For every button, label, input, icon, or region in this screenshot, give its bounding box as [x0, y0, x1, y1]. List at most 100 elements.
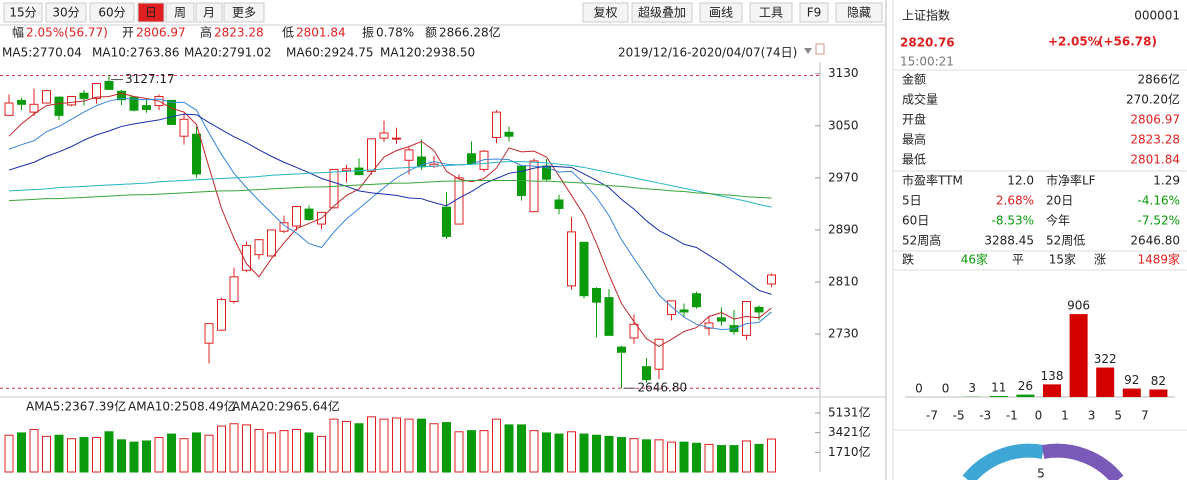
row-label: 成交量	[902, 92, 938, 107]
candle-body	[392, 137, 401, 140]
bar	[1043, 384, 1061, 397]
period-button[interactable]	[45, 2, 87, 23]
tool-button[interactable]	[631, 2, 693, 23]
volume-bar	[692, 442, 701, 473]
candle-body	[279, 222, 289, 232]
volume-bar	[242, 424, 251, 473]
volume-bar	[517, 424, 526, 473]
candle-body	[167, 99, 176, 125]
candle-body	[129, 96, 139, 111]
candle-body	[179, 118, 189, 137]
y-tick-label: 3421亿	[828, 424, 871, 439]
info-value: 2.05%(56.77)	[26, 26, 108, 40]
lock-icon[interactable]	[815, 43, 825, 55]
dropdown-icon[interactable]	[804, 48, 812, 54]
period-button[interactable]	[3, 2, 43, 23]
volume-bar	[592, 434, 601, 473]
volume-bar	[4, 434, 14, 473]
tool-button[interactable]	[699, 2, 743, 23]
change-pct: +2.05%	[1048, 35, 1100, 49]
volume-bar	[329, 418, 339, 473]
bar	[1122, 388, 1141, 397]
volume-bar	[117, 439, 126, 473]
candle-body	[667, 300, 676, 316]
volume-bar	[342, 420, 351, 473]
candle-body	[567, 231, 576, 287]
volume-bar	[579, 433, 589, 473]
candle-body	[229, 276, 239, 303]
candle-body	[204, 323, 214, 344]
period-button[interactable]	[223, 2, 265, 23]
candle-body	[579, 241, 589, 297]
tool-button[interactable]	[582, 2, 629, 23]
candle-body	[54, 96, 64, 116]
stat-value: 3288.45	[984, 234, 1034, 248]
volume-bar	[679, 441, 689, 473]
tool-button[interactable]	[835, 2, 883, 23]
volume-bar	[479, 430, 489, 473]
volume-bar	[179, 438, 189, 473]
period-button[interactable]	[137, 2, 165, 23]
candle-body	[354, 167, 364, 176]
volume-bar	[279, 430, 289, 473]
volume-bar	[267, 432, 276, 473]
value-label: 3	[968, 381, 976, 395]
tool-label: 隐藏	[847, 6, 871, 20]
tool-label: 工具	[759, 6, 783, 20]
row-label: 金额	[902, 72, 926, 87]
bar	[1016, 394, 1035, 397]
x-tick-label: -5	[953, 409, 965, 423]
candle-body	[67, 95, 76, 106]
candle-body	[642, 366, 651, 381]
info-label: 额	[425, 26, 437, 40]
candle-body	[617, 346, 626, 353]
x-tick-label: -1	[1006, 409, 1018, 423]
volume-bar	[67, 438, 76, 473]
candle-body	[454, 177, 464, 225]
y-tick-label: 2970	[828, 170, 859, 184]
x-tick-label: -3	[979, 409, 991, 423]
tool-button[interactable]	[799, 2, 829, 23]
period-label: 周	[174, 6, 186, 20]
period-label: 日	[145, 6, 157, 20]
row-value: 2801.84	[1130, 153, 1180, 167]
value-label: 138	[1041, 369, 1064, 383]
value-label: 82	[1151, 374, 1166, 388]
info-value: 2801.84	[296, 26, 346, 40]
stat-label: 5日	[902, 194, 922, 208]
volume-bar	[142, 440, 151, 473]
breadth: 1489家	[1137, 252, 1180, 267]
candle-body	[217, 299, 226, 331]
ma-line	[8, 92, 772, 348]
volume-bar	[154, 437, 164, 473]
candle-body	[379, 132, 389, 139]
candle-body	[242, 245, 251, 271]
value-label: 0	[942, 382, 950, 396]
period-button[interactable]	[165, 2, 195, 23]
candle-body	[529, 160, 539, 213]
ma-line	[8, 97, 772, 331]
volume-bar	[667, 441, 676, 473]
period-button[interactable]	[195, 2, 223, 23]
tool-label: 复权	[593, 6, 617, 20]
volume-legend: AMA10:2508.49亿	[128, 399, 236, 414]
breadth: 跌	[902, 252, 914, 267]
gauge-label: 5	[1037, 467, 1045, 480]
volume-bar	[192, 432, 201, 473]
row-value: 2806.97	[1130, 113, 1180, 127]
legend-entry: MA120:2938.50	[380, 46, 475, 60]
tool-button[interactable]	[749, 2, 793, 23]
row-label: 开盘	[902, 112, 926, 127]
bar	[1149, 389, 1168, 397]
volume-bar	[454, 431, 464, 473]
breadth: 平	[1012, 253, 1024, 267]
candle-body	[554, 199, 564, 209]
value-label: 11	[991, 380, 1006, 394]
x-tick-label: 5	[1114, 409, 1122, 423]
tool-label: F9	[807, 6, 822, 20]
gauge-arc	[1041, 443, 1124, 480]
volume-legend: AMA20:2965.64亿	[232, 399, 340, 414]
period-button[interactable]	[89, 2, 135, 23]
stat-label: 52周低	[1046, 234, 1085, 248]
